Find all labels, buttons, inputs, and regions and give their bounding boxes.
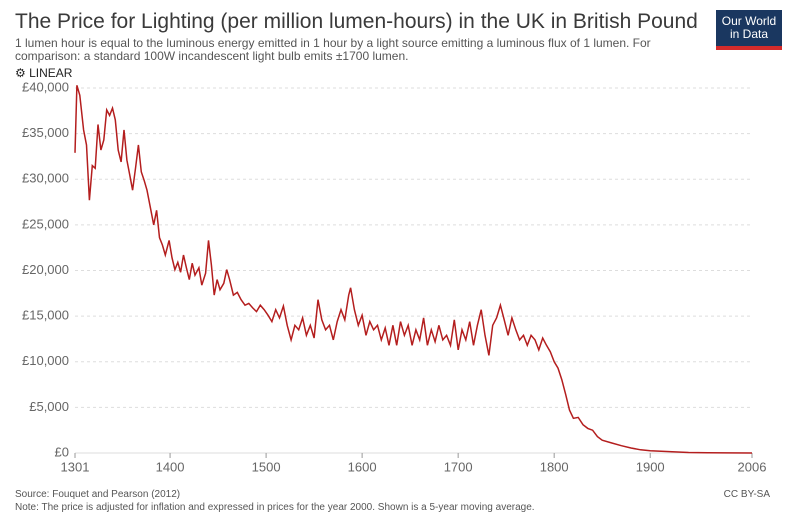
y-tick-label: £20,000	[22, 262, 69, 277]
y-tick-label: £0	[55, 444, 69, 459]
y-tick-label: £30,000	[22, 171, 69, 186]
x-tick-label: 1500	[252, 459, 281, 474]
scale-toggle[interactable]: ⚙ LINEAR	[15, 66, 73, 80]
logo-line: in Data	[729, 27, 769, 41]
y-tick-label: £25,000	[22, 216, 69, 231]
y-tick-label: £40,000	[22, 79, 69, 94]
x-tick-label: 1301	[61, 459, 90, 474]
logo: Our World in Data	[716, 10, 782, 50]
x-tick-label: 1400	[156, 459, 185, 474]
y-tick-label: £15,000	[22, 308, 69, 323]
x-tick-label: 1600	[348, 459, 377, 474]
x-tick-label: 1800	[540, 459, 569, 474]
license: CC BY-SA	[723, 489, 770, 500]
source: Source: Fouquet and Pearson (2012)	[15, 489, 181, 500]
y-tick-label: £35,000	[22, 125, 69, 140]
x-tick-label: 1700	[444, 459, 473, 474]
logo-line: Our World	[721, 14, 777, 28]
line	[74, 85, 753, 454]
note: Note: The price is adjusted for inflatio…	[15, 502, 535, 513]
chart-title: The Price for Lighting (per million lume…	[15, 10, 698, 33]
x-tick-label: 2006	[738, 459, 767, 474]
scale-toggle-label: LINEAR	[29, 66, 73, 80]
y-tick-label: £10,000	[22, 353, 69, 368]
y-tick-label: £5,000	[29, 399, 69, 414]
x-tick-label: 1900	[636, 459, 665, 474]
chart-subtitle: 1 lumen hour is equal to the luminous en…	[15, 36, 651, 63]
